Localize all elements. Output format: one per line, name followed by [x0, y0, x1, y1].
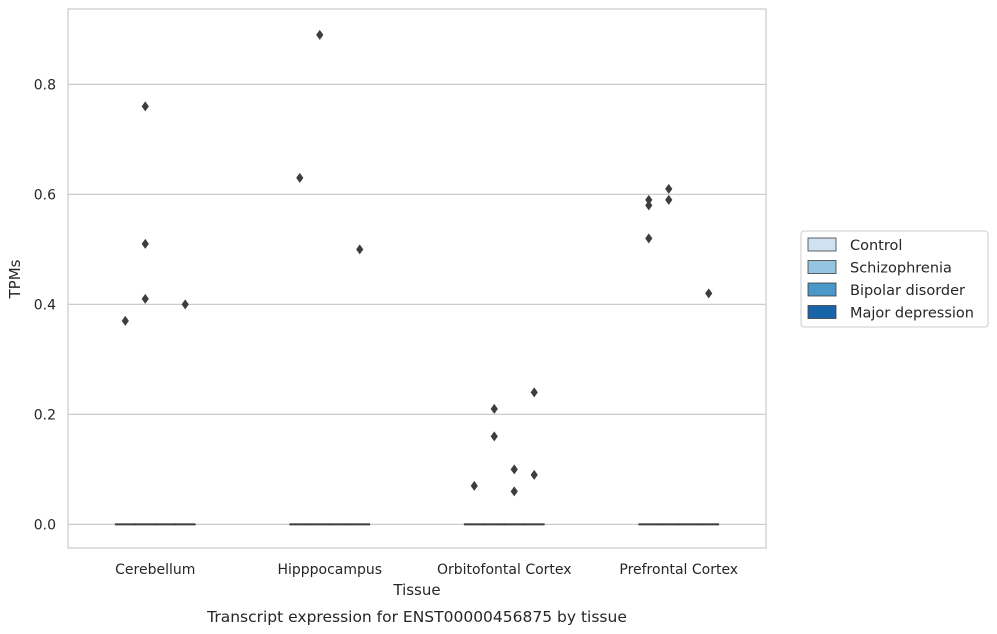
legend-swatch-1 [807, 260, 837, 274]
outlier-1-0-1 [141, 238, 149, 249]
x-tick-label-0: Cerebellum [115, 562, 195, 578]
y-tick-label-1: 0.2 [34, 407, 56, 423]
x-axis-ticks: Cerebellum Hipppocampus Orbitofontal Corte… [115, 562, 738, 578]
legend-swatch-3 [807, 305, 837, 319]
outlier-3-2-0 [530, 387, 538, 398]
x-tick-label-3: Prefrontal Cortex [619, 562, 738, 578]
outlier-0-1-0 [296, 172, 304, 183]
outlier-2-2-1 [510, 486, 518, 497]
x-axis-title: Tissue [392, 581, 440, 599]
legend-swatch-2 [807, 282, 837, 297]
legend-label-0: Control [850, 238, 902, 254]
outlier-0-3-0 [645, 233, 653, 244]
outlier-marks [121, 29, 713, 497]
y-tick-label-0: 0.0 [34, 517, 56, 533]
outlier-1-1-0 [316, 29, 324, 40]
outlier-3-1-0 [356, 244, 364, 255]
outlier-1-3-0 [665, 183, 673, 194]
legend-label-2: Bipolar disorder [850, 283, 965, 299]
y-tick-label-2: 0.4 [34, 297, 56, 313]
outlier-3-3-0 [705, 288, 713, 299]
outlier-1-2-1 [490, 431, 498, 442]
y-axis-title: TPMs [6, 259, 24, 299]
outlier-1-0-0 [141, 101, 149, 112]
outlier-1-3-1 [665, 194, 673, 205]
plot-area [67, 8, 767, 549]
chart-caption: Transcript expression for ENST0000045687… [206, 608, 627, 626]
legend-frame [800, 230, 989, 328]
legend: Control Schizophrenia Bipolar disorder Majo… [800, 230, 989, 328]
outlier-0-3-1 [645, 200, 653, 211]
x-tick-label-2: Orbitofontal Cortex [437, 562, 572, 578]
box-marks [114, 523, 720, 526]
y-tick-label-3: 0.6 [34, 187, 56, 203]
outlier-0-2-0 [470, 480, 478, 491]
outlier-0-0-0 [121, 315, 129, 326]
outlier-1-0-2 [141, 293, 149, 304]
x-tick-label-1: Hipppocampus [277, 562, 382, 578]
outlier-3-2-1 [530, 469, 538, 480]
legend-label-1: Schizophrenia [850, 261, 952, 277]
y-axis-ticks: 0.0 0.2 0.4 0.6 0.8 [34, 77, 56, 533]
outlier-2-2-0 [510, 464, 518, 475]
outlier-0-3-2 [645, 194, 653, 205]
outlier-1-2-0 [490, 403, 498, 414]
y-tick-label-4: 0.8 [34, 77, 56, 93]
legend-label-3: Major depression [850, 306, 974, 322]
legend-swatch-0 [807, 237, 837, 252]
outlier-3-0-0 [181, 299, 189, 310]
